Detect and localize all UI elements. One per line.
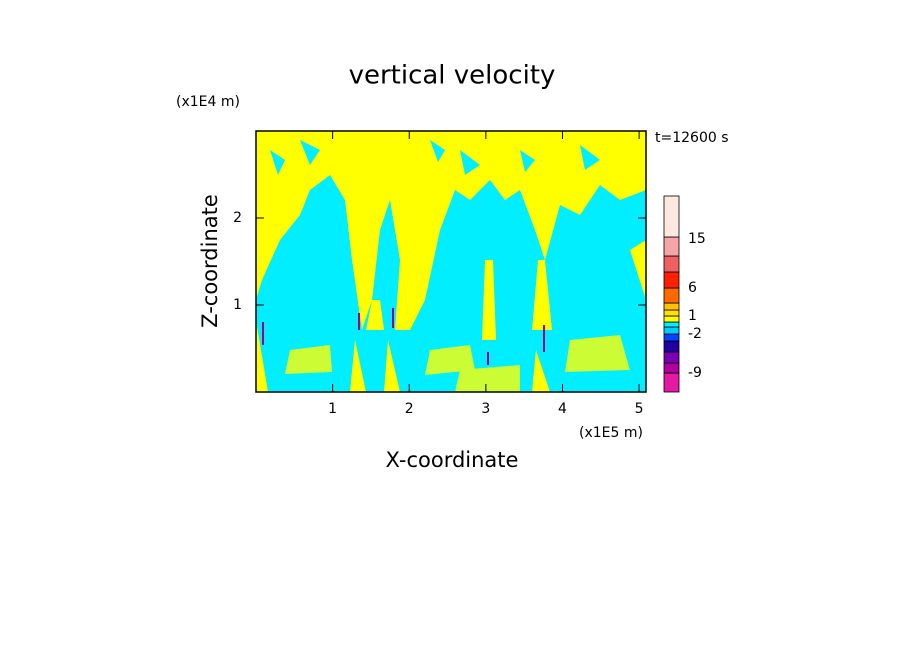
- x-tick-label: 4: [558, 401, 567, 417]
- colorbar-box: [663, 309, 680, 317]
- y-axis-title: Z-coordinate: [198, 194, 222, 328]
- colorbar-label: -2: [688, 326, 702, 342]
- x-unit: (x1E5 m): [579, 425, 643, 441]
- colorbar-box: [663, 271, 680, 289]
- colorbar-box: [663, 315, 680, 323]
- colorbar-box: [663, 326, 680, 335]
- colorbar-box: [663, 351, 680, 364]
- y-unit: (x1E4 m): [176, 94, 240, 110]
- y-tick-label: 2: [233, 210, 242, 226]
- time-label: t=12600 s: [655, 130, 729, 146]
- colorbar-label: -9: [688, 365, 702, 381]
- chart-title: vertical velocity: [349, 61, 556, 91]
- colorbar-label: 6: [688, 280, 697, 296]
- colorbar-box: [663, 255, 680, 273]
- colorbar-box: [663, 333, 680, 342]
- x-tick-label: 3: [481, 401, 490, 417]
- colorbar-box: [663, 236, 680, 257]
- colorbar-box: [663, 362, 680, 374]
- colorbar-box: [663, 195, 680, 238]
- colorbar-box: [663, 340, 680, 353]
- colorbar-box: [663, 287, 680, 304]
- colorbar-box: [663, 302, 680, 311]
- x-axis-title: X-coordinate: [386, 448, 519, 472]
- x-tick-label: 1: [328, 401, 337, 417]
- x-tick-label: 2: [405, 401, 414, 417]
- colorbar-label: 15: [688, 231, 706, 247]
- colorbar-label: 1: [688, 308, 697, 324]
- y-tick-label: 1: [233, 297, 242, 313]
- colorbar-box: [663, 321, 680, 328]
- field: [255, 130, 647, 393]
- colorbar-box: [663, 372, 680, 393]
- x-tick-label: 5: [635, 401, 644, 417]
